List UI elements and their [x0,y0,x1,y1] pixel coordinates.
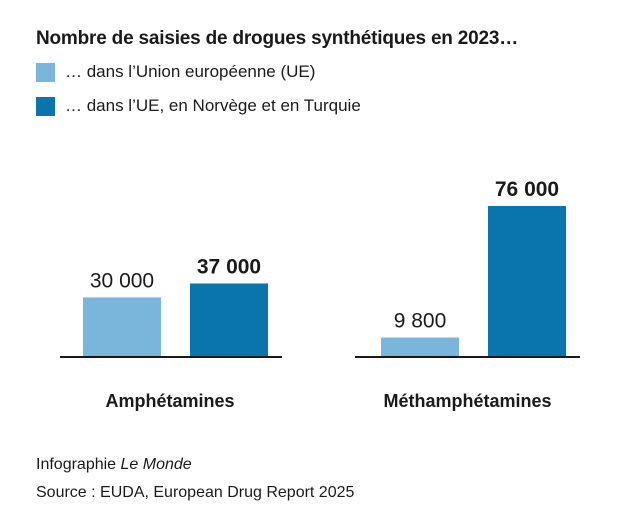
bar-amphetamines-series-1 [83,297,161,357]
category-label-methamphetamines: Méthamphétamines [383,391,551,411]
data-label-amphetamines-series-1: 30 000 [90,269,154,292]
legend-label-eu-norway-turkey: … dans l’UE, en Norvège et en Turquie [65,96,361,115]
bar-chart: 30 000 37 000 Amphétamines 9 800 76 000 Métha… [60,178,580,411]
credit-prefix: Infographie [36,456,121,473]
legend-item-eu-norway-turkey: … dans l’UE, en Norvège et en Turquie [36,96,361,116]
credit-publication: Le Monde [120,456,192,473]
category-label-amphetamines: Amphétamines [105,391,234,411]
data-label-methamphetamines-series-2: 76 000 [495,178,559,201]
credit: Infographie Le Monde [36,456,192,474]
bar-methamphetamines-series-2 [488,206,566,357]
bar-methamphetamines-series-1 [381,337,459,357]
legend-item-eu: … dans l’Union européenne (UE) [36,62,315,82]
source: Source : EUDA, European Drug Report 2025 [36,484,355,501]
chart-title: Nombre de saisies de drogues synthétique… [36,28,519,49]
legend-swatch-eu [36,62,55,82]
legend-swatch-eu-norway-turkey [36,96,55,116]
data-label-methamphetamines-series-1: 9 800 [394,310,447,333]
legend-label-eu: … dans l’Union européenne (UE) [65,62,316,81]
data-label-amphetamines-series-2: 37 000 [197,255,261,278]
bar-amphetamines-series-2 [190,283,268,357]
